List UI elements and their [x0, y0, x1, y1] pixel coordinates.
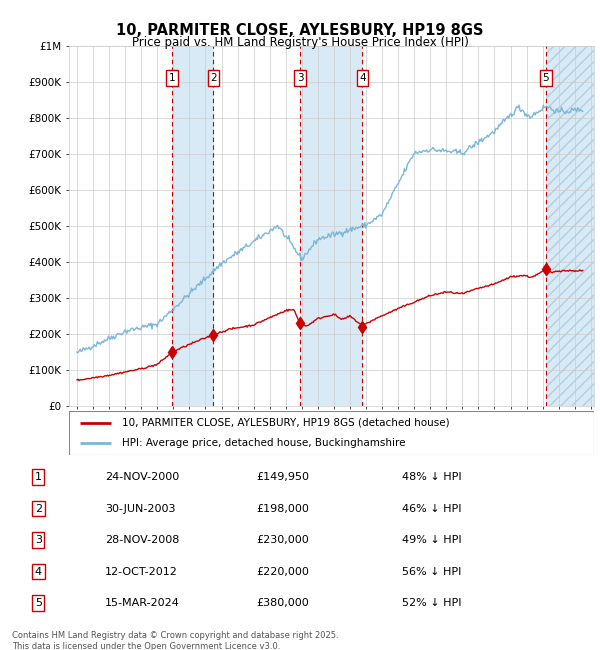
- Text: 46% ↓ HPI: 46% ↓ HPI: [402, 504, 461, 514]
- Text: 49% ↓ HPI: 49% ↓ HPI: [402, 535, 461, 545]
- Text: 30-JUN-2003: 30-JUN-2003: [105, 504, 176, 514]
- Bar: [300, 46, 362, 406]
- Text: HPI: Average price, detached house, Buckinghamshire: HPI: Average price, detached house, Buck…: [121, 438, 405, 448]
- Text: £198,000: £198,000: [256, 504, 310, 514]
- Text: 24-NOV-2000: 24-NOV-2000: [105, 473, 179, 482]
- Text: £230,000: £230,000: [256, 535, 309, 545]
- Text: £149,950: £149,950: [256, 473, 310, 482]
- Text: 5: 5: [35, 598, 41, 608]
- Text: Contains HM Land Registry data © Crown copyright and database right 2025.: Contains HM Land Registry data © Crown c…: [12, 630, 338, 640]
- Text: 15-MAR-2024: 15-MAR-2024: [105, 598, 180, 608]
- Text: 3: 3: [35, 535, 41, 545]
- Bar: [546, 46, 594, 406]
- Text: 12-OCT-2012: 12-OCT-2012: [105, 567, 178, 577]
- Text: 48% ↓ HPI: 48% ↓ HPI: [402, 473, 461, 482]
- FancyBboxPatch shape: [69, 411, 594, 455]
- Text: 5: 5: [542, 73, 549, 83]
- Text: 4: 4: [35, 567, 42, 577]
- Text: Price paid vs. HM Land Registry's House Price Index (HPI): Price paid vs. HM Land Registry's House …: [131, 36, 469, 49]
- Text: 52% ↓ HPI: 52% ↓ HPI: [402, 598, 461, 608]
- Text: 2: 2: [210, 73, 217, 83]
- Text: This data is licensed under the Open Government Licence v3.0.: This data is licensed under the Open Gov…: [12, 642, 280, 650]
- Text: 56% ↓ HPI: 56% ↓ HPI: [402, 567, 461, 577]
- Text: 10, PARMITER CLOSE, AYLESBURY, HP19 8GS: 10, PARMITER CLOSE, AYLESBURY, HP19 8GS: [116, 23, 484, 38]
- Text: 3: 3: [297, 73, 304, 83]
- Bar: [172, 46, 214, 406]
- Bar: [546, 46, 594, 406]
- Text: 1: 1: [35, 473, 41, 482]
- Text: 28-NOV-2008: 28-NOV-2008: [105, 535, 179, 545]
- Text: 1: 1: [169, 73, 175, 83]
- Text: 10, PARMITER CLOSE, AYLESBURY, HP19 8GS (detached house): 10, PARMITER CLOSE, AYLESBURY, HP19 8GS …: [121, 418, 449, 428]
- Text: £380,000: £380,000: [256, 598, 309, 608]
- Text: 4: 4: [359, 73, 366, 83]
- Text: 2: 2: [35, 504, 42, 514]
- Text: £220,000: £220,000: [256, 567, 310, 577]
